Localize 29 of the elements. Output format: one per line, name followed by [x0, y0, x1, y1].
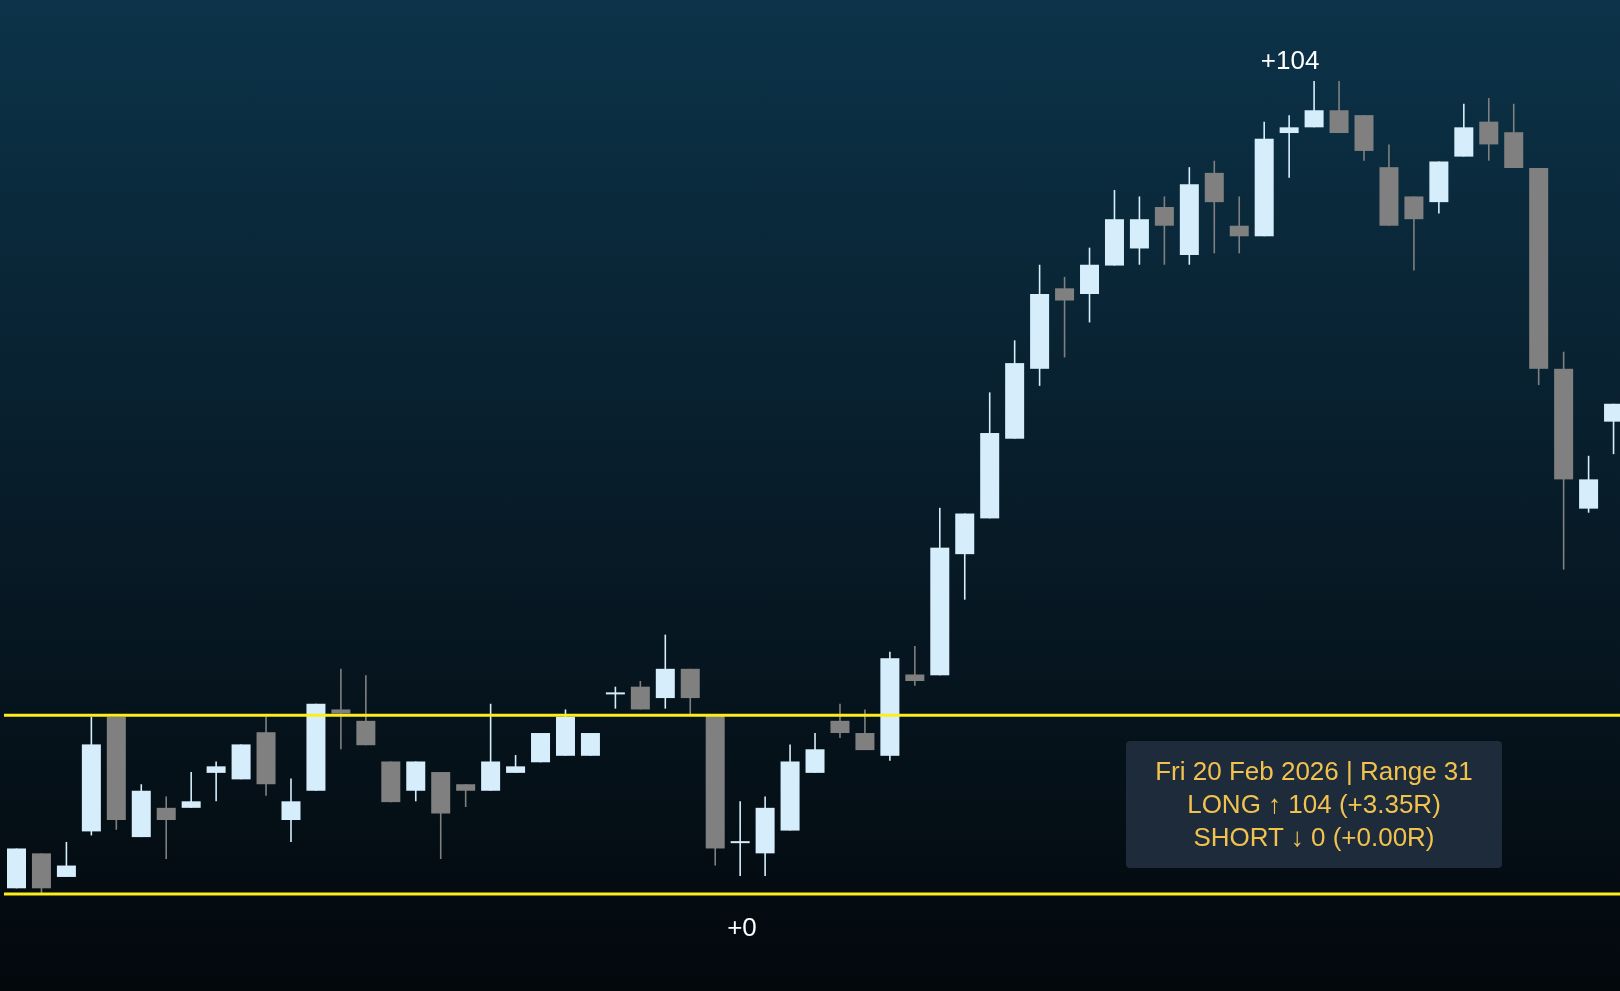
annotation: Fri 20 Feb 2026 | Range 31 — [1154, 755, 1474, 788]
candlestick — [206, 760, 226, 803]
candlestick — [830, 702, 850, 739]
candlestick — [156, 795, 176, 860]
candlestick — [1154, 195, 1174, 266]
candlestick — [730, 800, 750, 877]
candlestick — [456, 783, 476, 808]
info-panel: Fri 20 Feb 2026 | Range 31 LONG ↑ 104 (+3.35R) SHORT ↓ 0 (+0.00R) — [1126, 741, 1502, 868]
candlestick — [281, 777, 301, 843]
candlestick — [331, 668, 351, 751]
candlestick — [1404, 195, 1424, 272]
candlestick — [905, 645, 925, 687]
candlestick — [580, 732, 600, 757]
candlestick — [855, 708, 875, 751]
candlestick — [181, 771, 201, 809]
candlestick — [1279, 114, 1299, 179]
candlestick — [56, 841, 76, 878]
candlestick — [1329, 81, 1349, 134]
text: +104 — [1260, 45, 1320, 75]
ref-line-label: +0 — [727, 912, 757, 942]
annotation: LONG ↑ 104 (+3.35R) — [1186, 788, 1442, 821]
candlestick — [1055, 276, 1075, 359]
candlestick — [1304, 81, 1324, 129]
candlestick — [805, 732, 825, 774]
candlestick — [605, 685, 625, 710]
annotation: SHORT ↓ 0 (+0.00R) — [1192, 821, 1436, 854]
candlestick — [630, 680, 650, 711]
candlestick — [1479, 97, 1499, 162]
candlestick — [1229, 195, 1249, 255]
